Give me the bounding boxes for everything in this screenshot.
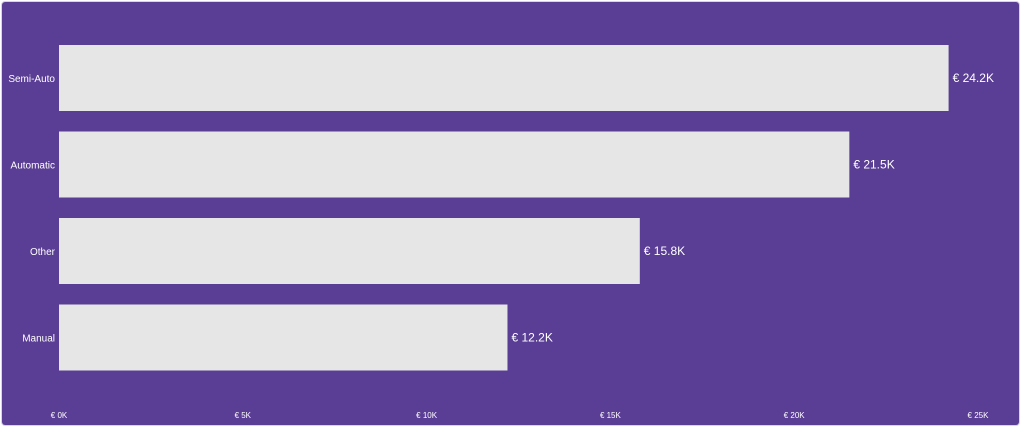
category-label: Manual (22, 334, 55, 345)
x-tick-label: € 5K (235, 411, 252, 420)
category-label: Automatic (11, 161, 55, 172)
data-label: € 12.2K (511, 331, 552, 345)
bar-automatic[interactable] (59, 131, 850, 198)
x-tick-label: € 0K (51, 411, 68, 420)
bars-layer (59, 45, 949, 371)
data-labels-layer: € 24.2K € 21.5K € 15.8K € 12.2K (511, 71, 993, 345)
category-labels-layer: Semi-Auto Automatic Other Manual (8, 74, 55, 345)
bar-other[interactable] (59, 218, 640, 284)
data-label: € 21.5K (853, 158, 894, 172)
data-label: € 15.8K (644, 244, 685, 258)
x-tick-label: € 10K (416, 411, 438, 420)
category-label: Semi-Auto (8, 74, 55, 85)
x-tick-label: € 25K (968, 411, 990, 420)
x-tick-label: € 15K (600, 411, 622, 420)
bar-manual[interactable] (59, 304, 508, 371)
x-tick-label: € 20K (784, 411, 806, 420)
x-axis-ticks-layer: € 0K € 5K € 10K € 15K € 20K € 25K (51, 411, 989, 420)
bar-semi-auto[interactable] (59, 45, 949, 111)
data-label: € 24.2K (953, 71, 994, 85)
category-label: Other (30, 247, 56, 258)
